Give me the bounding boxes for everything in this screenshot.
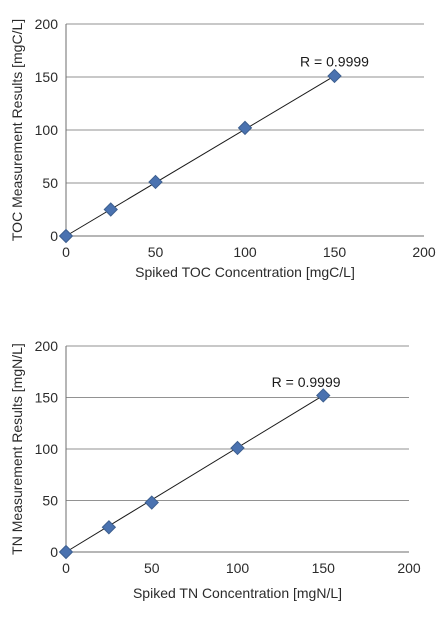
x-axis-label: Spiked TOC Concentration [mgC/L] — [135, 264, 355, 280]
y-tick-label: 200 — [35, 16, 59, 32]
chart-1: 0 50 100 150 200 0 50 100 150 200 R = 0.9999 Spiked… — [9, 16, 436, 280]
y-axis-label: TOC Measurement Results [mgC/L] — [9, 19, 25, 241]
y-tick-label: 50 — [42, 493, 58, 509]
y-tick-label: 150 — [35, 390, 59, 406]
x-tick-label: 150 — [312, 560, 336, 576]
x-tick-label: 150 — [323, 244, 347, 260]
x-tick-label: 100 — [226, 560, 250, 576]
data-point-marker — [103, 202, 118, 217]
data-point-marker — [230, 440, 245, 456]
x-tick-label: 200 — [412, 244, 436, 260]
data-point-marker — [327, 68, 342, 84]
x-tick-label: 0 — [62, 244, 70, 260]
x-tick-label: 50 — [144, 560, 160, 576]
x-tick-label: 100 — [233, 244, 257, 260]
data-point-marker — [144, 495, 159, 510]
correlation-annotation: R = 0.9999 — [272, 374, 341, 390]
y-tick-label: 150 — [35, 69, 59, 85]
x-tick-label: 200 — [397, 560, 421, 576]
chart-2: 0 50 100 150 200 0 50 100 150 200 R = 0.9999 Spiked… — [9, 338, 421, 601]
correlation-annotation: R = 0.9999 — [300, 53, 369, 69]
data-point-marker — [316, 388, 331, 403]
data-point-marker — [101, 520, 117, 535]
x-axis-label: Spiked TN Concentration [mgN/L] — [133, 585, 342, 601]
y-tick-label: 100 — [35, 122, 59, 138]
y-tick-label: 100 — [35, 441, 59, 457]
data-point-marker — [58, 228, 74, 244]
x-tick-label: 0 — [62, 560, 70, 576]
y-axis-label: TN Measurement Results [mgN/L] — [9, 343, 25, 555]
data-point-marker — [237, 120, 253, 136]
y-tick-label: 0 — [50, 228, 58, 244]
y-tick-label: 50 — [42, 175, 58, 191]
data-point-marker — [58, 544, 74, 560]
data-point-marker — [148, 174, 163, 190]
y-tick-label: 0 — [50, 544, 58, 560]
y-tick-label: 200 — [35, 338, 59, 354]
x-tick-label: 50 — [148, 244, 164, 260]
